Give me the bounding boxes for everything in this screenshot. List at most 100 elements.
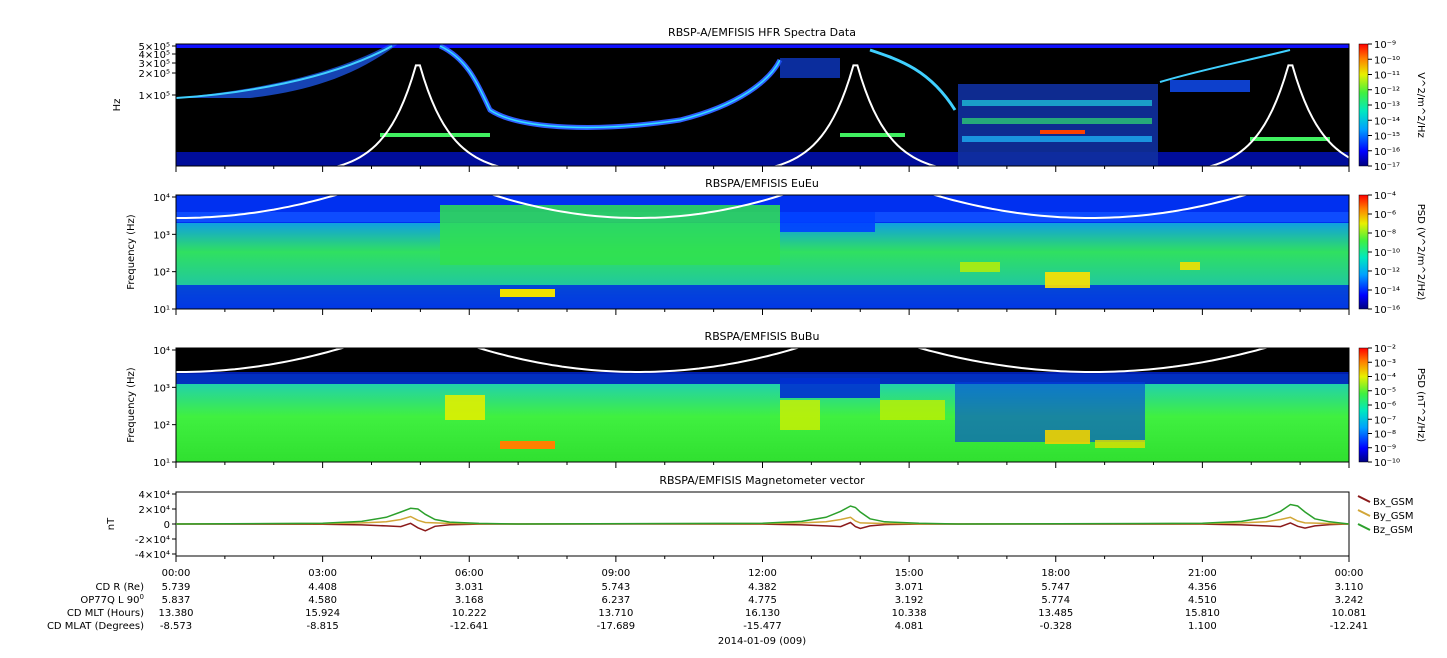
legend-label: Bz_GSM (1373, 525, 1413, 536)
ephemeris-value: 3.192 (895, 595, 924, 606)
x-tick-label: 03:00 (308, 568, 337, 579)
ephemeris-value: 5.747 (1041, 582, 1070, 593)
panel1-colorbar (1358, 43, 1369, 167)
panel2-spectrogram (176, 195, 1349, 309)
ephemeris-label-text: CD MLT (Hours) (67, 608, 144, 619)
y-tick-label: 10² (153, 268, 170, 279)
colorbar-tick-label: 10⁻⁶ (1374, 401, 1396, 412)
panel3-spectrogram (176, 348, 1349, 462)
y-tick-label: 5×10⁵ (139, 42, 170, 53)
colorbar-tick-label: 10⁻¹⁰ (1374, 55, 1400, 66)
ephemeris-value: 4.408 (308, 582, 337, 593)
ephemeris-row-label: CD R (Re) (96, 582, 145, 593)
ephemeris-value: -12.641 (450, 621, 489, 632)
ephemeris-value: 10.222 (452, 608, 487, 619)
ephemeris-value: -15.477 (743, 621, 782, 632)
panel2-colorbar-label: PSD (V^2/m^2/Hz) (1415, 204, 1426, 301)
ephemeris-value: -8.815 (307, 621, 339, 632)
legend-swatch (1357, 523, 1371, 531)
colorbar-tick-label: 10⁻¹⁶ (1374, 147, 1400, 158)
ephemeris-value: 16.130 (745, 608, 780, 619)
ephemeris-value: 4.510 (1188, 595, 1217, 606)
y-tick-label: 4×10⁵ (139, 50, 170, 61)
panel2-ylabel: Frequency (Hz) (126, 214, 137, 290)
colorbar-tick-label: 10⁻⁴ (1374, 373, 1396, 384)
ephemeris-value: 13.485 (1038, 608, 1073, 619)
y-tick-label: 0 (164, 520, 170, 531)
ephemeris-value: 4.580 (308, 595, 337, 606)
x-tick-label: 12:00 (748, 568, 777, 579)
ephemeris-value: 3.242 (1335, 595, 1364, 606)
y-tick-label: 3×10⁵ (139, 59, 170, 70)
ephemeris-value: 4.775 (748, 595, 777, 606)
ephemeris-value: 3.110 (1335, 582, 1364, 593)
y-tick-label: 1×10⁵ (139, 91, 170, 102)
y-tick-label: -4×10⁴ (135, 550, 170, 561)
colorbar-tick-label: 10⁻¹⁴ (1374, 286, 1400, 297)
y-tick-label: -2×10⁴ (135, 535, 170, 546)
panel3-y-ticks: 10⁴ 10³ 10² 10¹ (153, 346, 176, 469)
x-tick-label: 15:00 (895, 568, 924, 579)
x-tick-label: 09:00 (601, 568, 630, 579)
ephemeris-value: 5.743 (602, 582, 631, 593)
colorbar-tick-label: 10⁻⁹ (1374, 40, 1396, 51)
ephemeris-value: 15.924 (305, 608, 340, 619)
ephemeris-value: 10.081 (1332, 608, 1367, 619)
ephemeris-value: 3.168 (455, 595, 484, 606)
ephemeris-value: -17.689 (597, 621, 636, 632)
ephemeris-value: 1.100 (1188, 621, 1217, 632)
y-tick-label: 4×10⁴ (139, 490, 170, 501)
ephemeris-value: -12.241 (1330, 621, 1369, 632)
ephemeris-value: 15.810 (1185, 608, 1220, 619)
panel3-ylabel: Frequency (Hz) (126, 367, 137, 443)
panel4-legend: Bx_GSM By_GSM Bz_GSM (1357, 495, 1414, 536)
x-tick-label: 18:00 (1041, 568, 1070, 579)
ephemeris-value: 5.837 (162, 595, 191, 606)
ephemeris-row-label: CD MLT (Hours) (67, 608, 144, 619)
y-tick-label: 10⁴ (153, 346, 170, 357)
colorbar-tick-label: 10⁻³ (1374, 358, 1396, 369)
colorbar-tick-label: 10⁻¹⁵ (1374, 132, 1400, 143)
y-tick-label: 2×10⁴ (139, 505, 170, 516)
cyclotron-frequency-curve (176, 195, 1249, 219)
plasma-frequency-curve (334, 64, 1349, 166)
legend-label: By_GSM (1373, 511, 1414, 522)
legend-swatch (1357, 509, 1371, 517)
ephemeris-value: 5.774 (1041, 595, 1070, 606)
x-tick-label: 00:00 (1335, 568, 1364, 579)
y-tick-label: 10¹ (153, 305, 170, 316)
panel1-spectrogram (176, 44, 1349, 166)
date-label: 2014-01-09 (009) (718, 636, 806, 647)
colorbar-tick-label: 10⁻¹⁰ (1374, 248, 1400, 259)
colorbar-tick-label: 10⁻¹² (1374, 86, 1400, 97)
series-line-Bz_GSM (175, 503, 1350, 525)
colorbar-tick-label: 10⁻⁷ (1374, 415, 1396, 426)
ephemeris-label-text: CD R (Re) (96, 582, 145, 593)
ephemeris-value: -8.573 (160, 621, 192, 632)
ephemeris-row-label: OP77Q L 900 (80, 593, 144, 606)
x-tick-label: 06:00 (455, 568, 484, 579)
panel1-title: RBSP-A/EMFISIS HFR Spectra Data (668, 26, 856, 39)
ephemeris-row-label: CD MLAT (Degrees) (47, 621, 144, 632)
colorbar-tick-label: 10⁻¹⁶ (1374, 305, 1400, 316)
panel4-ylabel: nT (106, 517, 117, 530)
series-line-Bx_GSM (175, 521, 1350, 532)
colorbar-tick-label: 10⁻¹⁷ (1374, 162, 1400, 173)
x-ticks: 00:00 03:00 06:00 09:00 12:00 15:00 18:00 21:00… (162, 166, 1364, 579)
colorbar-tick-label: 10⁻¹² (1374, 267, 1400, 278)
ephemeris-value: 13.380 (159, 608, 194, 619)
panel2-y-ticks: 10⁴ 10³ 10² 10¹ (153, 193, 176, 316)
ephemeris-value: 5.739 (162, 582, 191, 593)
panel2-colorbar (1358, 194, 1369, 310)
colorbar-tick-label: 10⁻⁸ (1374, 430, 1396, 441)
panel3-colorbar (1358, 347, 1369, 463)
legend-swatch (1357, 495, 1371, 503)
panel1-colorbar-ticks: 10⁻⁹ 10⁻¹⁰ 10⁻¹¹ 10⁻¹² 10⁻¹³ 10⁻¹⁴ 10⁻¹⁵ 10⁻¹⁶ 1… (1368, 40, 1400, 173)
colorbar-tick-label: 10⁻¹¹ (1374, 71, 1400, 82)
ephemeris-value: 3.071 (895, 582, 924, 593)
ephemeris-value: 10.338 (892, 608, 927, 619)
panel1-colorbar-label: V^2/m^2/Hz (1415, 72, 1426, 138)
y-tick-label: 10¹ (153, 458, 170, 469)
series-line-By_GSM (175, 515, 1350, 525)
ephemeris-value: 13.710 (598, 608, 633, 619)
